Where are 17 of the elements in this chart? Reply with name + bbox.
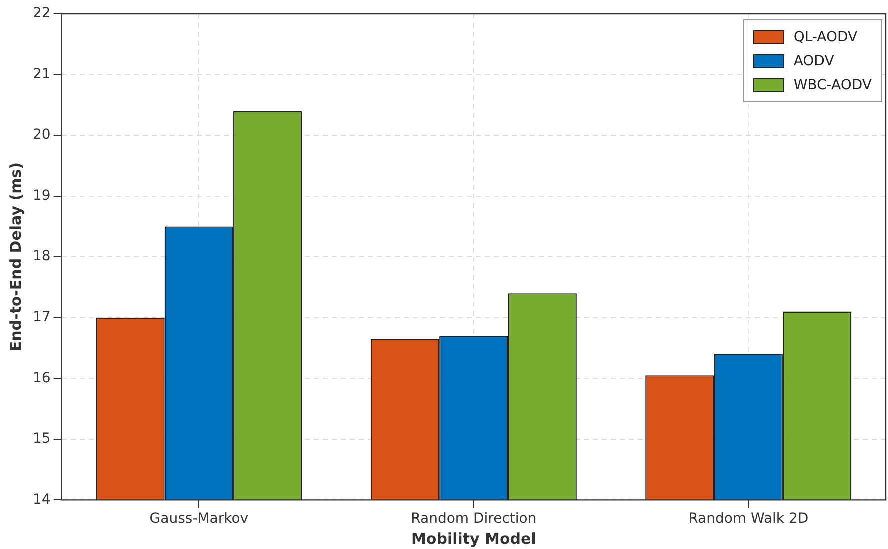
x-axis-title: Mobility Model bbox=[411, 530, 536, 548]
y-tick-label: 14 bbox=[32, 492, 51, 508]
y-tick-label: 21 bbox=[32, 66, 51, 82]
y-axis-title: End-to-End Delay (ms) bbox=[6, 162, 25, 352]
legend-label: WBC-AODV bbox=[794, 78, 872, 94]
y-tick-label: 19 bbox=[32, 188, 51, 204]
y-tick-label: 22 bbox=[32, 6, 51, 22]
y-tick-label: 15 bbox=[32, 431, 51, 448]
legend-label: AODV bbox=[794, 54, 835, 70]
x-tick-label: Random Direction bbox=[411, 511, 537, 528]
legend-label: QL-AODV bbox=[794, 30, 858, 46]
y-tick-label: 20 bbox=[32, 127, 51, 144]
x-tick-label: Random Walk 2D bbox=[688, 511, 809, 528]
y-tick-label: 17 bbox=[32, 310, 51, 326]
y-tick-label: 18 bbox=[32, 248, 51, 265]
x-tick-label: Gauss-Markov bbox=[150, 511, 249, 528]
y-tick-label: 16 bbox=[32, 370, 51, 386]
